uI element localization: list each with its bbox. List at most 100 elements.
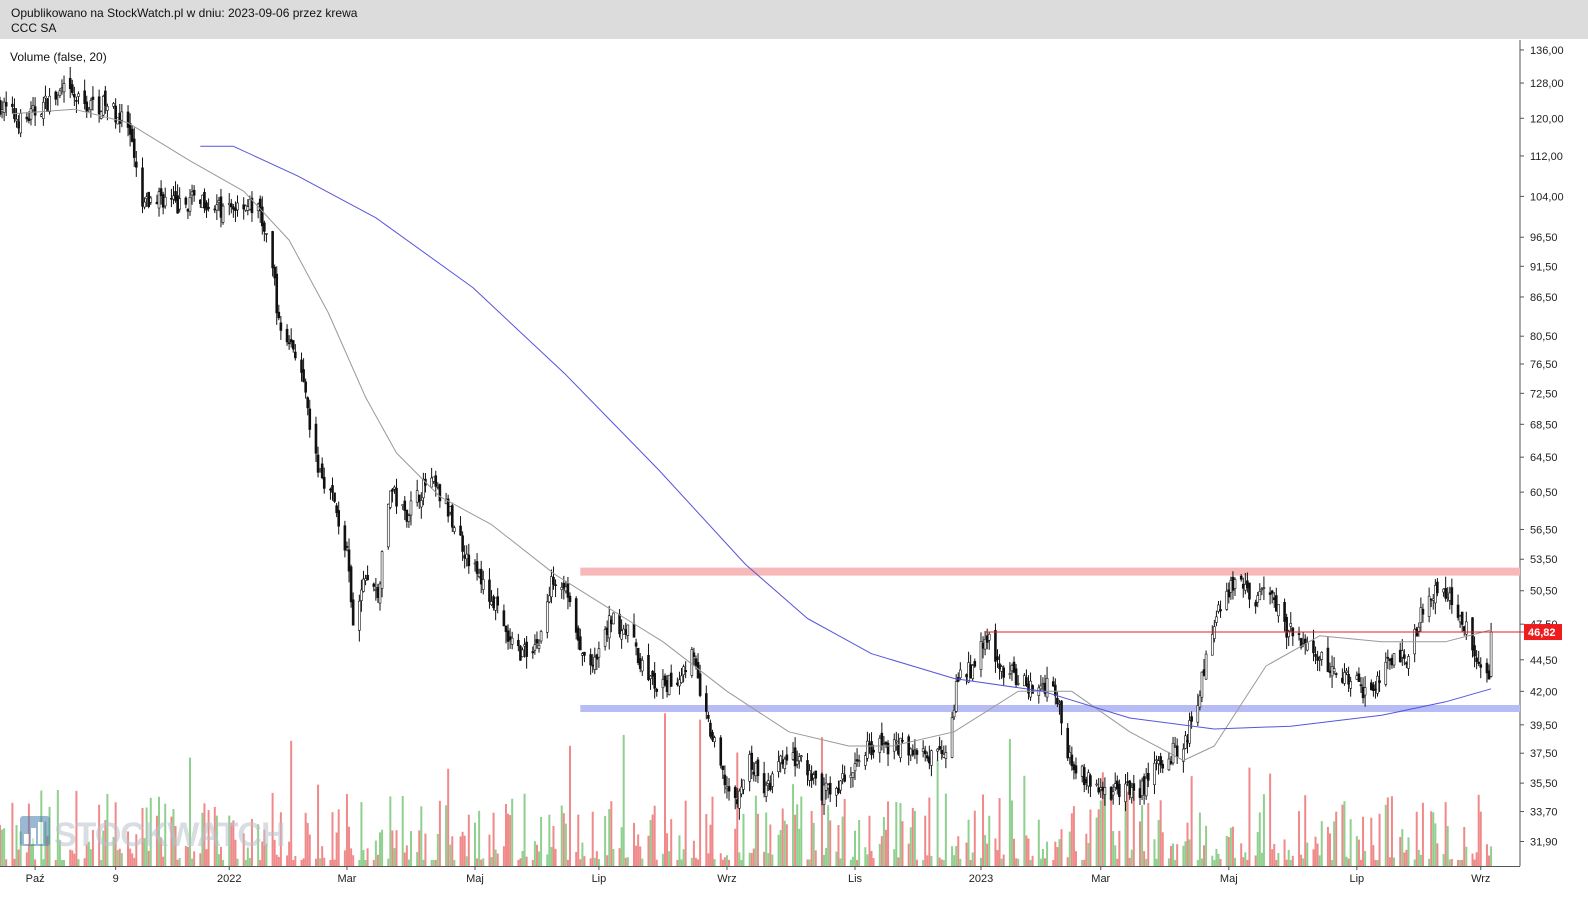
candle-body [735, 799, 739, 805]
candle [48, 88, 51, 115]
volume-bar [622, 734, 625, 866]
volume-bar [1457, 859, 1460, 866]
candle-body [545, 601, 549, 633]
candle-body [378, 583, 382, 604]
volume-bar [381, 829, 384, 866]
candle-body [389, 490, 392, 508]
volume-bar [893, 849, 896, 866]
candle-body [1357, 673, 1361, 682]
candle [135, 151, 138, 177]
candle-body [684, 670, 687, 673]
volume-bar [1477, 794, 1480, 866]
volume-bar [463, 835, 466, 866]
volume-bar [872, 858, 875, 866]
candle-body [453, 527, 456, 532]
candle [1229, 576, 1233, 600]
candle [358, 594, 361, 642]
volume-bar [843, 798, 846, 866]
volume-bar [1066, 857, 1069, 866]
volume-bar [930, 855, 933, 866]
candle [318, 468, 322, 473]
volume-bar [1058, 839, 1061, 866]
candle-body [246, 206, 250, 211]
volume-bar [1271, 849, 1274, 866]
candle-body [1089, 775, 1092, 787]
volume-bar [895, 802, 898, 866]
candle [1349, 676, 1352, 697]
candle [1186, 734, 1189, 754]
y-tick-label: 44,50 [1530, 655, 1558, 667]
y-tick-label: 68,50 [1530, 419, 1558, 431]
volume-bar [1312, 849, 1315, 866]
candle [1144, 768, 1148, 800]
volume-bar [1343, 801, 1346, 866]
candle-body [1405, 662, 1408, 665]
candle [742, 779, 745, 795]
candle-body [680, 675, 683, 683]
candle-body [248, 198, 252, 210]
volume-bar [740, 859, 743, 866]
candle [519, 644, 522, 661]
candle-body [1153, 762, 1156, 786]
candle-body [1254, 602, 1257, 607]
candle-body [1458, 615, 1462, 623]
volume-bar [577, 814, 580, 866]
candle [62, 75, 66, 103]
volume-bar [1248, 767, 1251, 866]
candle-body [273, 266, 276, 279]
candle-body [157, 191, 161, 209]
stockwatch-watermark: STOCKWATCH [20, 816, 286, 854]
candle-body [504, 625, 508, 633]
candle [1175, 738, 1179, 764]
candle-body [60, 87, 64, 90]
candle-body [1277, 604, 1280, 617]
volume-bar [1376, 859, 1379, 866]
candle-body [1190, 716, 1193, 722]
candle-body [46, 98, 49, 112]
candle-body [1087, 772, 1090, 787]
volume-bar [507, 813, 510, 866]
volume-bar [763, 851, 766, 866]
candle-body [1485, 662, 1489, 674]
candle [956, 672, 960, 683]
candle [895, 731, 898, 751]
volume-bar [517, 859, 520, 866]
candle-body [535, 639, 539, 644]
candle [246, 199, 250, 216]
candle [868, 733, 871, 754]
candle-body [574, 598, 578, 633]
candle-body [560, 587, 564, 590]
volume-bar [1479, 811, 1482, 866]
candle [525, 635, 528, 669]
volume-bar [1128, 857, 1131, 866]
candle-body [1175, 745, 1179, 758]
volume-bar [511, 798, 514, 866]
candle [647, 643, 650, 682]
candle [1272, 592, 1276, 608]
candle [461, 531, 464, 561]
candle-body [314, 423, 318, 454]
candle [680, 668, 683, 684]
candle-body [104, 90, 107, 106]
candle-body [68, 78, 72, 90]
candle [1376, 671, 1379, 697]
candle-body [477, 572, 481, 577]
volume-bar [250, 818, 253, 866]
candle-body [985, 635, 989, 643]
candle [923, 745, 927, 762]
candle [279, 316, 283, 340]
volume-bar [1287, 849, 1290, 866]
volume-bar [922, 859, 925, 866]
volume-bar [1355, 836, 1358, 866]
candle [147, 191, 150, 209]
volume-bar [1384, 804, 1387, 866]
volume-bar [858, 819, 861, 866]
volume-bar [1087, 842, 1090, 866]
volume-bar [1159, 800, 1162, 866]
candle [1099, 778, 1103, 798]
candle-body [1283, 602, 1286, 622]
candle-body [618, 613, 621, 635]
volume-bar [854, 830, 856, 866]
volume-bar [1434, 823, 1437, 866]
